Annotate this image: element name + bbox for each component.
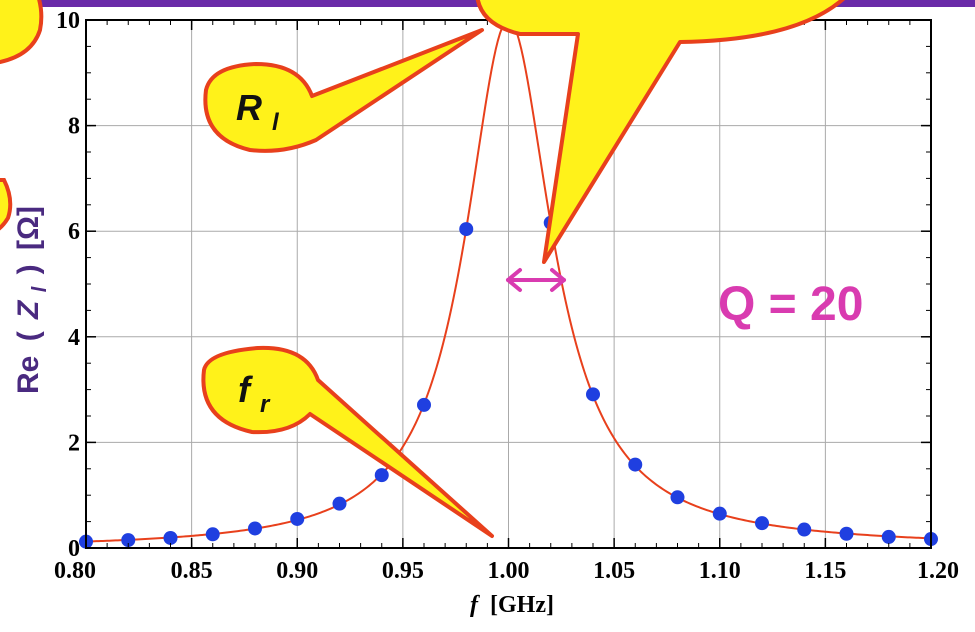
y-axis-unit: [Ω] (12, 206, 45, 250)
data-point (417, 397, 431, 412)
y-axis-sub: l (29, 286, 51, 292)
callout-fr-main: f (238, 369, 253, 410)
y-axis-open-paren: ( (12, 331, 45, 341)
data-point (586, 387, 600, 402)
callout-left-top-partial (0, 0, 44, 64)
q-label: Q = 20 (718, 278, 863, 331)
data-point (670, 490, 685, 505)
data-point (459, 222, 474, 237)
data-point (248, 521, 262, 536)
tick-labels-layer: 0.80 0.85 0.90 0.95 1.00 1.05 1.10 1.15 1.20 0 2 4 6… (54, 8, 959, 584)
callout-fr-text: f r (238, 369, 271, 418)
y-tick-label: 8 (68, 114, 80, 140)
y-axis-prefix: Re (12, 356, 45, 394)
callout-left-mid-partial (0, 178, 13, 231)
x-tick-label: 1.10 (699, 558, 741, 584)
data-point (121, 533, 136, 548)
data-point (374, 468, 389, 483)
data-point (332, 496, 347, 511)
x-tick-label: 1.00 (488, 558, 530, 584)
x-tick-label: 1.20 (917, 558, 959, 584)
x-tick-label: 0.90 (276, 558, 318, 584)
x-tick-label: 0.85 (171, 558, 213, 584)
data-point (712, 506, 727, 521)
x-axis-unit: [GHz] (490, 592, 554, 618)
data-point (755, 516, 769, 531)
x-axis-label: f [GHz] (470, 592, 554, 618)
callout-rl (203, 28, 484, 153)
points-layer (79, 13, 938, 549)
data-point (290, 511, 305, 526)
x-tick-label: 0.95 (382, 558, 424, 584)
callout-top-bandwidth (475, 0, 845, 264)
callout-fr-sub: r (260, 391, 271, 418)
x-tick-label: 0.80 (54, 558, 96, 584)
y-tick-label: 0 (68, 536, 80, 562)
y-axis-label: Re ( Z l ) [Ω] (12, 206, 53, 394)
data-point (163, 530, 178, 545)
y-axis-close-paren: ) (12, 264, 45, 274)
y-tick-label: 4 (68, 325, 80, 351)
x-axis-var: f (470, 592, 480, 618)
callout-rl-text: R l (236, 87, 280, 136)
y-tick-label: 10 (56, 8, 80, 34)
callout-fr (201, 345, 494, 538)
data-point (881, 529, 896, 544)
data-point (797, 522, 812, 537)
callout-rl-main: R (236, 87, 262, 128)
x-tick-label: 1.05 (593, 558, 635, 584)
callout-rl-sub: l (272, 109, 280, 136)
bandwidth-double-arrow (506, 268, 566, 292)
x-tick-label: 1.15 (804, 558, 846, 584)
y-tick-label: 6 (68, 219, 80, 245)
data-point (205, 527, 220, 542)
y-tick-label: 2 (68, 430, 80, 456)
data-point (839, 526, 854, 541)
y-axis-var: Z (12, 299, 45, 320)
data-point (628, 457, 643, 472)
